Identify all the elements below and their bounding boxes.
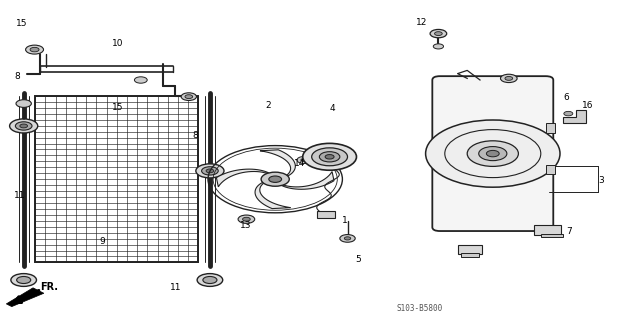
Circle shape [435,32,442,36]
Text: 13: 13 [240,221,252,230]
Circle shape [479,147,507,161]
Circle shape [17,276,31,284]
Text: 7: 7 [566,228,572,236]
Circle shape [426,120,560,187]
Text: FR.: FR. [40,282,58,292]
Text: 15: 15 [16,20,28,28]
Circle shape [297,156,311,164]
Text: 8: 8 [14,72,20,81]
Circle shape [325,155,334,159]
Circle shape [206,169,214,173]
Text: 2: 2 [266,101,271,110]
Circle shape [243,217,250,221]
Circle shape [196,164,224,178]
Text: 9: 9 [99,237,105,246]
Circle shape [203,276,217,284]
Circle shape [20,124,28,128]
FancyBboxPatch shape [433,76,553,231]
Text: 1: 1 [342,216,348,225]
Circle shape [500,74,517,83]
Text: 6: 6 [563,93,569,102]
Circle shape [238,215,255,223]
Circle shape [340,235,355,242]
Circle shape [15,122,32,130]
Bar [541,234,563,237]
Circle shape [134,77,147,83]
Bar [534,225,561,235]
Text: 8: 8 [192,132,198,140]
Bar [545,123,556,133]
Circle shape [505,76,513,80]
Circle shape [197,274,223,286]
Bar [317,211,335,218]
Text: 16: 16 [582,101,594,110]
Text: 10: 10 [112,39,124,48]
Bar [545,165,556,174]
Text: S103-B5800: S103-B5800 [397,304,443,313]
Circle shape [261,172,289,186]
Text: 11: 11 [14,191,26,200]
Circle shape [26,45,44,54]
Circle shape [467,141,518,166]
Circle shape [10,119,38,133]
Polygon shape [6,288,44,307]
Circle shape [30,47,39,52]
Text: 15: 15 [112,103,124,112]
Text: 4: 4 [330,104,335,113]
Circle shape [319,152,340,162]
Circle shape [185,95,193,99]
Text: 14: 14 [294,159,306,168]
Circle shape [486,150,499,157]
Circle shape [301,158,307,162]
Bar [35,96,198,262]
Circle shape [16,100,31,108]
Circle shape [430,29,447,38]
Bar [458,245,482,254]
Polygon shape [255,182,291,209]
Text: 3: 3 [598,176,604,185]
Circle shape [202,167,218,175]
Polygon shape [282,172,334,189]
Circle shape [433,44,444,49]
Circle shape [564,111,573,116]
Bar [461,253,479,257]
Text: 11: 11 [170,284,181,292]
Polygon shape [216,169,269,187]
Text: 5: 5 [355,255,361,264]
Circle shape [11,274,36,286]
Circle shape [181,93,196,100]
Circle shape [344,237,351,240]
Polygon shape [563,110,586,123]
Text: 12: 12 [416,18,428,27]
Polygon shape [260,150,296,176]
Circle shape [303,143,356,170]
Circle shape [269,176,282,182]
Circle shape [312,148,348,166]
